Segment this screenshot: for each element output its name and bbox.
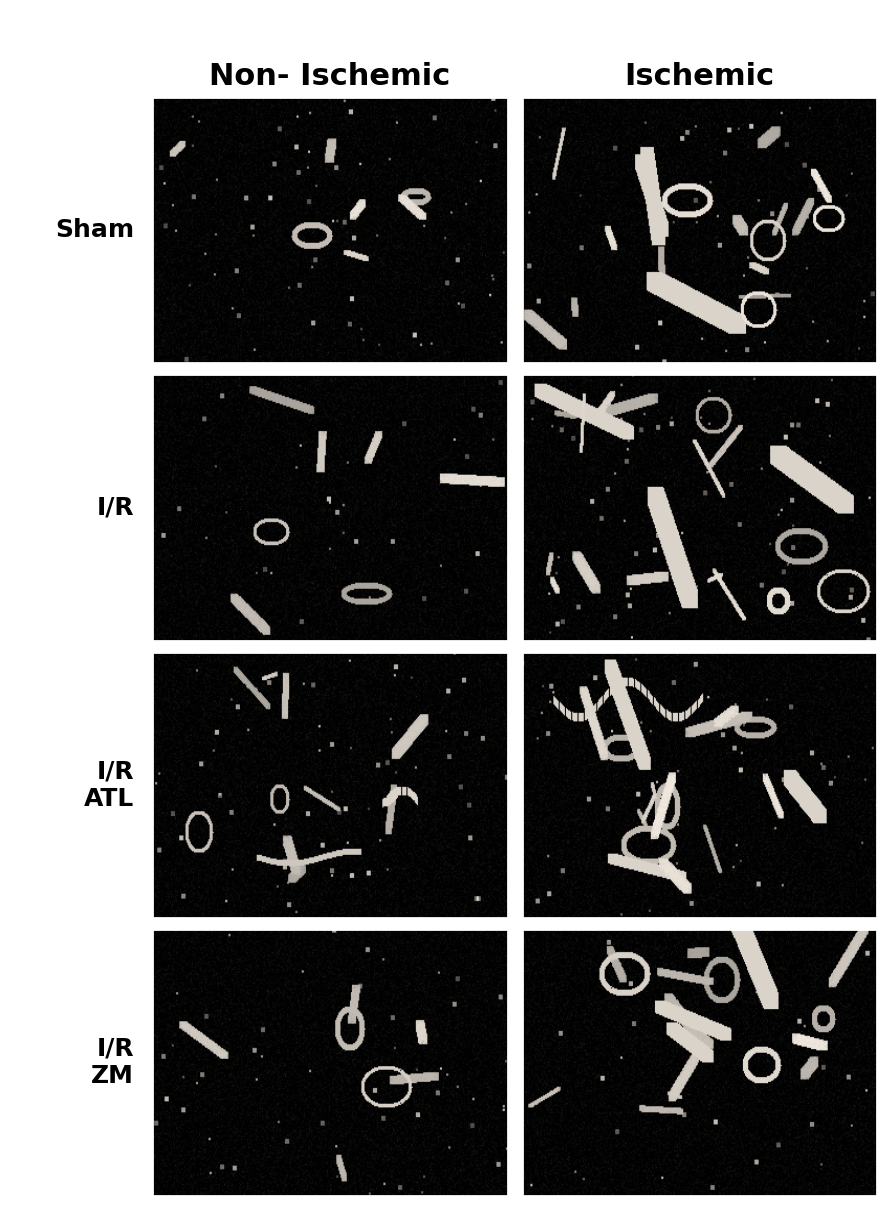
Text: Non- Ischemic: Non- Ischemic (209, 62, 450, 91)
Text: I/R
ZM: I/R ZM (91, 1036, 134, 1088)
Text: Sham: Sham (55, 219, 134, 242)
Text: Ischemic: Ischemic (624, 62, 773, 91)
Text: I/R
ATL: I/R ATL (84, 759, 134, 811)
Text: I/R: I/R (97, 495, 134, 519)
